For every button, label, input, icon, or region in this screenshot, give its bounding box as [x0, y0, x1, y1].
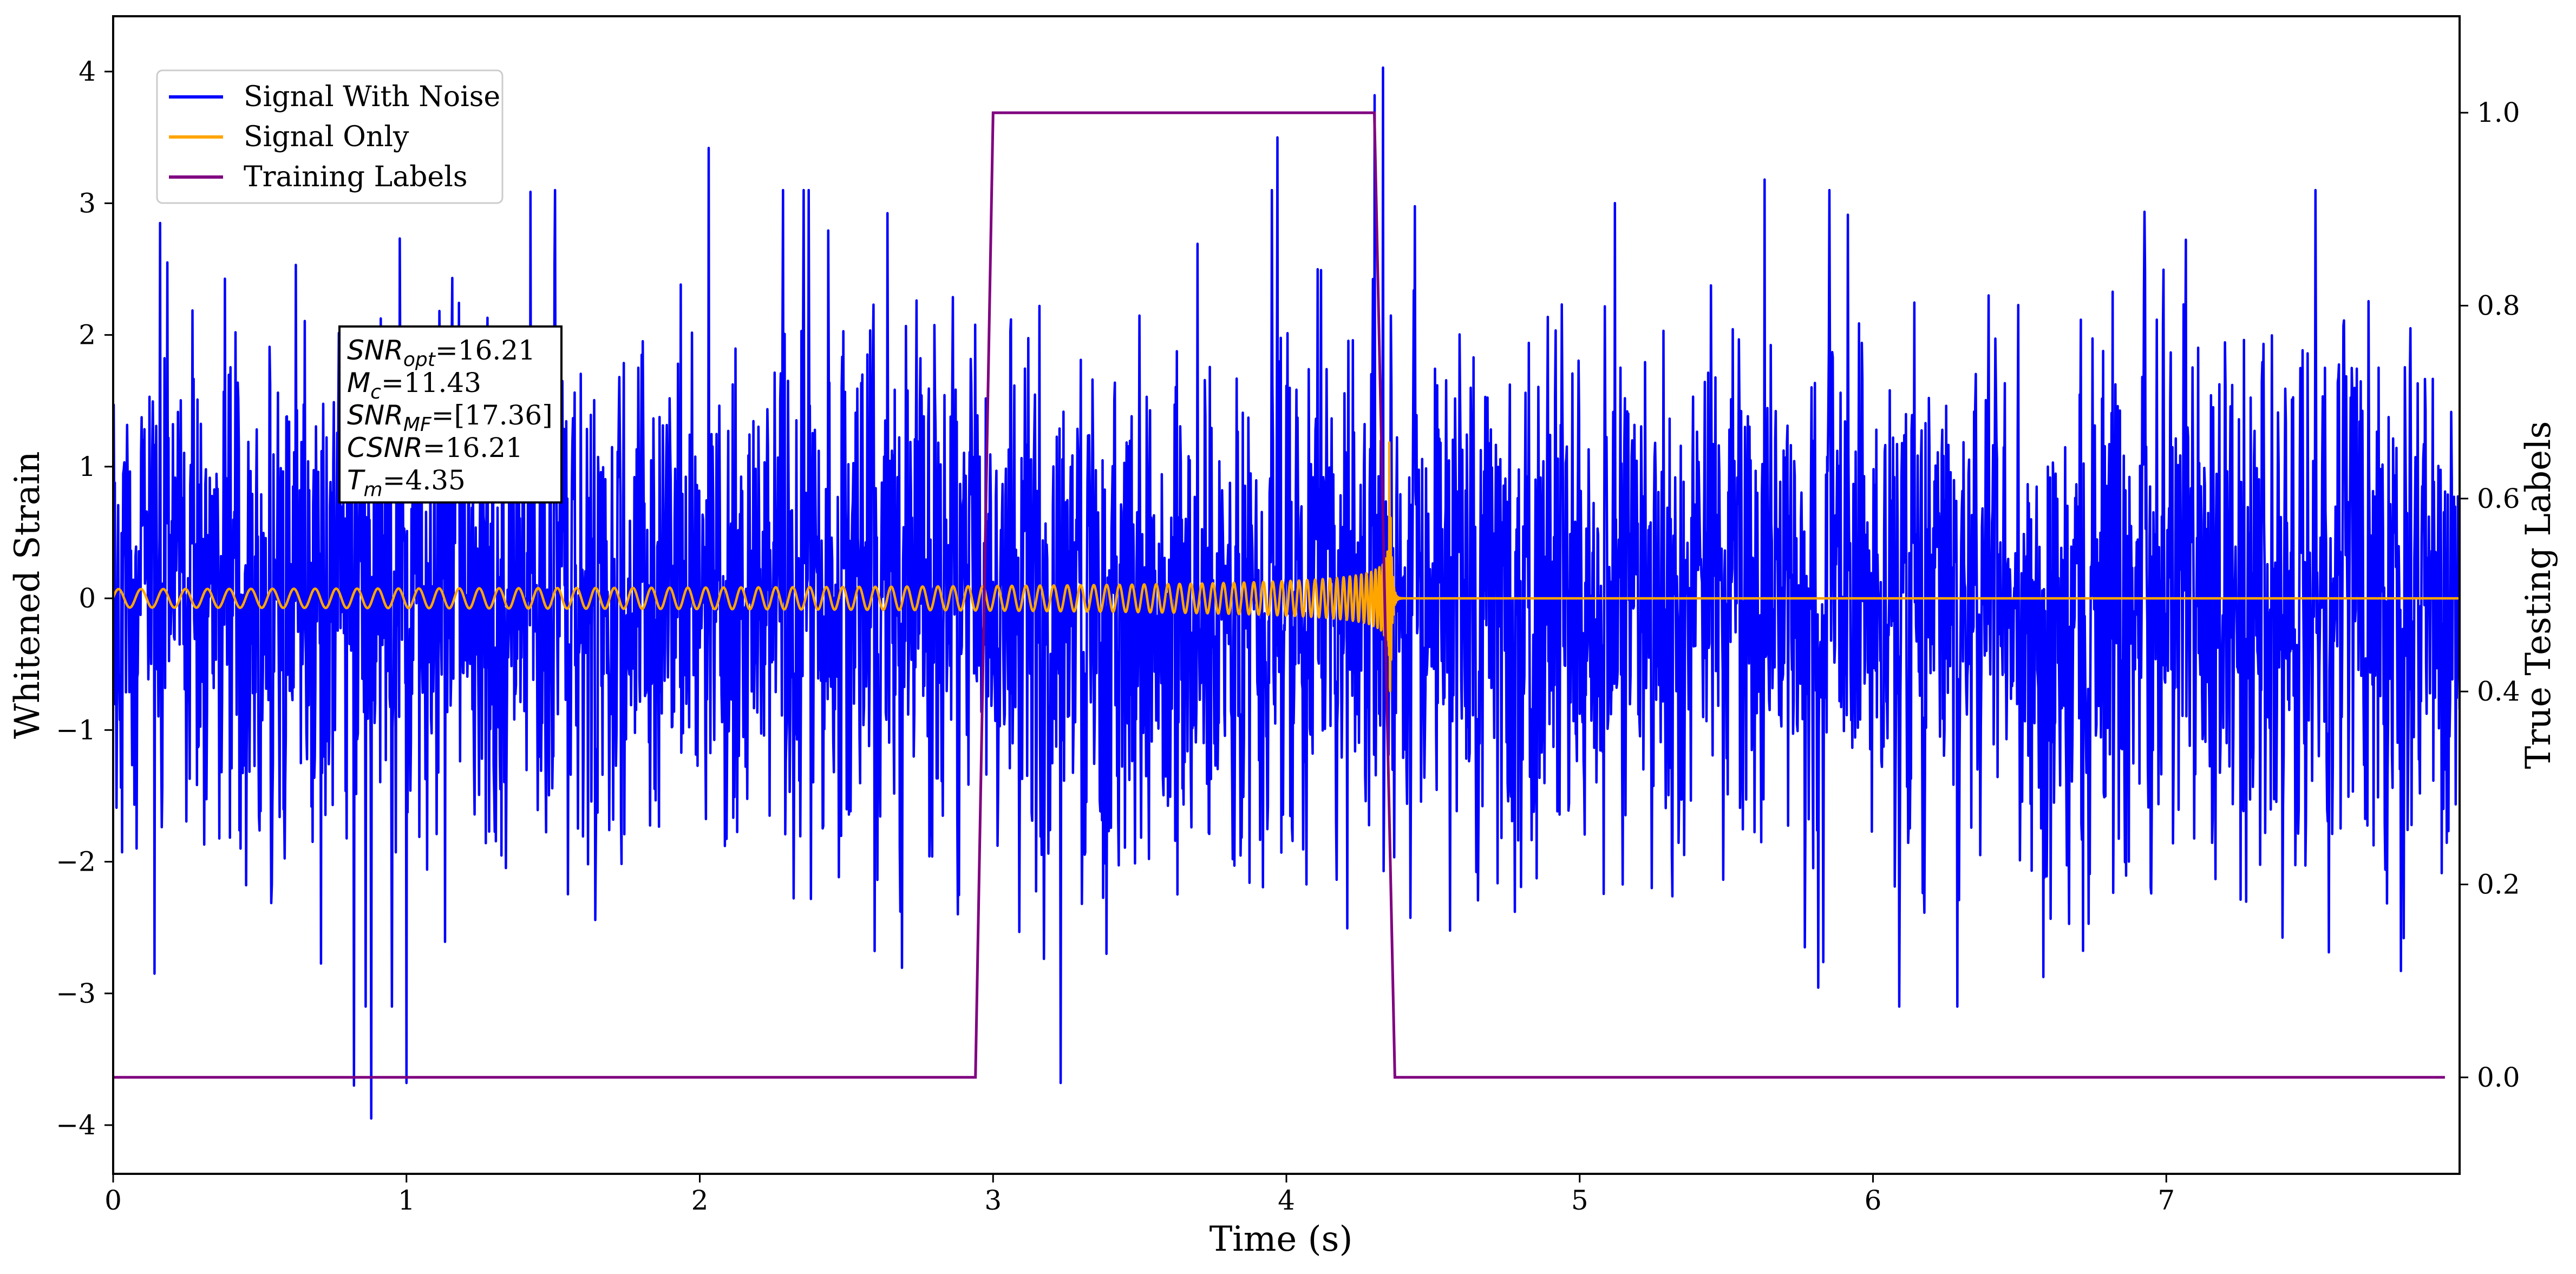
y-tick-label: 4	[79, 56, 96, 87]
annotation-line: SNRopt=16.21	[347, 335, 535, 371]
y2-tick-label: 0.0	[2477, 1062, 2520, 1093]
annotation-line: CSNR=16.21	[347, 432, 523, 463]
legend-label-signal-with-noise: Signal With Noise	[244, 81, 500, 113]
y2-tick-label: 0.2	[2477, 869, 2520, 900]
legend-label-training-labels: Training Labels	[244, 161, 468, 193]
y-tick-label: 0	[79, 583, 96, 614]
x-tick-label: 5	[1571, 1185, 1588, 1216]
series-signal-with-noise	[113, 66, 2460, 1120]
x-tick-label: 0	[104, 1185, 122, 1216]
series-training-labels	[113, 111, 2445, 1079]
legend-label-signal-only: Signal Only	[244, 121, 409, 153]
x-tick-label: 1	[398, 1185, 415, 1216]
y-tick-label: −1	[56, 714, 96, 746]
y-axis-label: Whitened Strain	[8, 451, 48, 739]
x-tick-label: 3	[984, 1185, 1002, 1216]
annotation-frame	[338, 325, 563, 504]
y-tick-label: −3	[56, 978, 96, 1009]
x-tick-label: 7	[2157, 1185, 2175, 1216]
annotation-box: SNRopt=16.21Mc=11.43SNRMF=[17.36]CSNR=16…	[338, 325, 563, 504]
y-tick-label: 1	[79, 451, 96, 482]
y-tick-label: −4	[56, 1109, 96, 1141]
x-tick-label: 6	[1865, 1185, 1882, 1216]
y-tick-label: 3	[79, 187, 96, 219]
y2-tick-label: 1.0	[2477, 97, 2520, 128]
y2-tick-label: 0.6	[2477, 483, 2520, 514]
x-axis-label: Time (s)	[1209, 1219, 1353, 1259]
y-tick-label: −2	[56, 846, 96, 878]
y-axis-left: −4 −3 −2 −1 0 1 2 3 4	[56, 56, 113, 1141]
series-layer	[113, 66, 2460, 1120]
annotation-line: Mc=11.43	[347, 367, 481, 403]
series-signal-only	[113, 441, 2460, 692]
annotation-lines: SNRopt=16.21Mc=11.43SNRMF=[17.36]CSNR=16…	[347, 335, 553, 501]
y-tick-label: 2	[79, 319, 96, 351]
y2-tick-label: 0.8	[2477, 290, 2520, 322]
x-tick-label: 4	[1278, 1185, 1295, 1216]
x-tick-label: 2	[691, 1185, 709, 1216]
y2-axis-label: True Testing Labels	[2519, 421, 2559, 769]
y-axis-right: 0.0 0.2 0.4 0.6 0.8 1.0	[2460, 97, 2520, 1093]
y2-tick-label: 0.4	[2477, 676, 2520, 707]
annotation-line: SNRMF=[17.36]	[347, 400, 553, 436]
legend-box	[156, 69, 504, 204]
annotation-line: Tm=4.35	[347, 465, 466, 501]
x-axis: 0 1 2 3 4 5 6 7	[104, 1174, 2175, 1216]
legend: Signal With Noise Signal Only Training L…	[156, 69, 504, 204]
